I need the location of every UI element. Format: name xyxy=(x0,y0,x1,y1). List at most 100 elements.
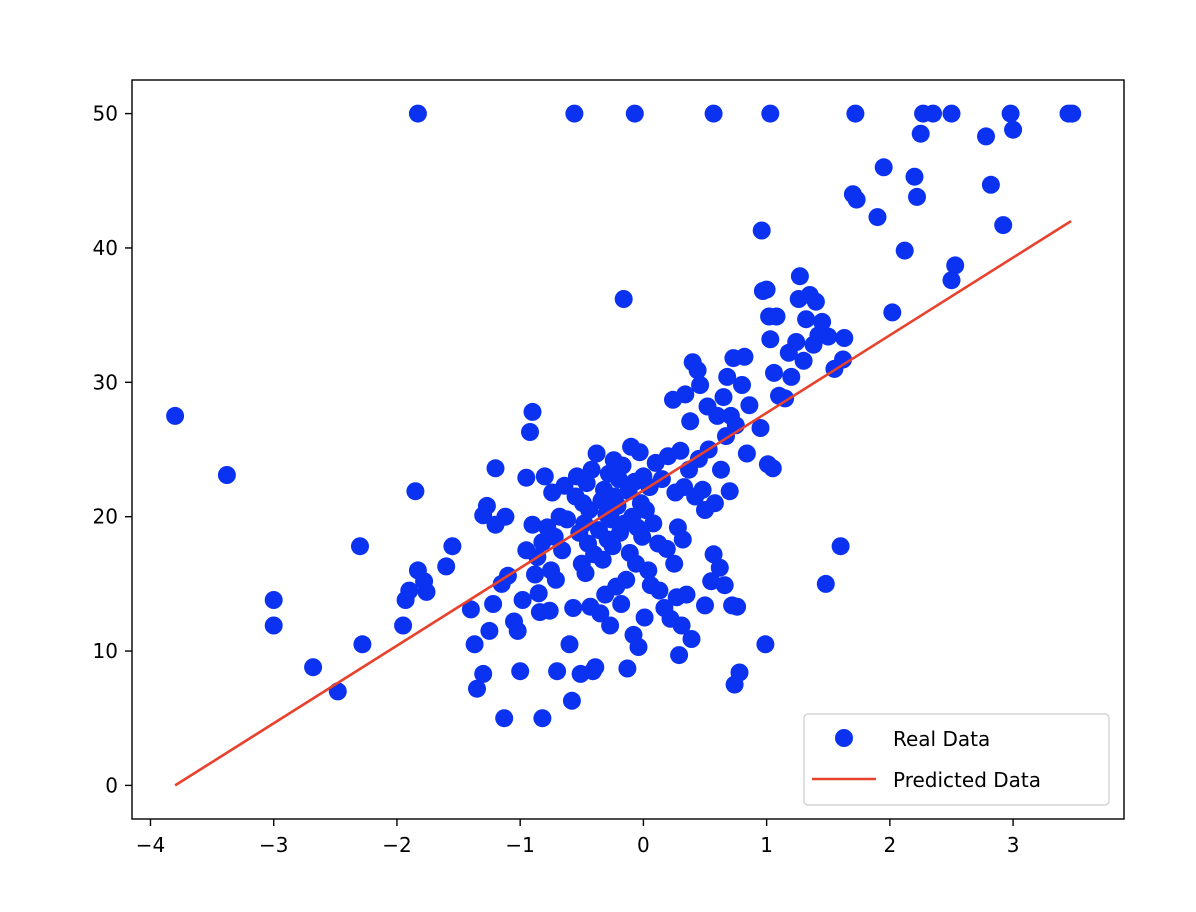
data-point xyxy=(625,104,644,123)
x-tick-label: −3 xyxy=(259,833,288,857)
data-point xyxy=(670,646,689,665)
data-point xyxy=(905,167,924,186)
data-point xyxy=(351,537,369,556)
data-point xyxy=(609,470,628,489)
data-point xyxy=(883,303,902,322)
data-point xyxy=(712,460,730,479)
data-point xyxy=(408,104,427,123)
data-point xyxy=(477,496,496,515)
data-point xyxy=(217,466,236,484)
x-tick-label: −4 xyxy=(136,833,165,857)
data-point xyxy=(761,104,780,123)
data-point xyxy=(461,600,480,619)
data-point xyxy=(728,597,747,616)
predicted-data-line-group xyxy=(174,220,1072,787)
data-point xyxy=(613,456,632,475)
data-point xyxy=(553,541,572,560)
data-point xyxy=(617,570,636,589)
data-point xyxy=(546,570,565,589)
data-point xyxy=(787,333,806,351)
data-point xyxy=(677,585,696,604)
data-point xyxy=(691,376,710,394)
data-point xyxy=(702,572,721,591)
data-point xyxy=(486,459,505,478)
legend-real-data-marker xyxy=(835,729,853,747)
data-point xyxy=(981,175,1000,194)
plot-area-frame xyxy=(131,79,1125,820)
data-point xyxy=(480,621,499,640)
data-point xyxy=(657,539,676,558)
x-tick-label: 1 xyxy=(760,833,773,857)
data-point xyxy=(693,480,712,499)
data-point xyxy=(618,659,637,678)
data-point xyxy=(635,608,654,627)
real-data-points xyxy=(166,104,1082,728)
data-point xyxy=(735,347,754,366)
data-point xyxy=(761,330,780,349)
data-point xyxy=(633,527,652,546)
data-point xyxy=(705,494,724,513)
data-point xyxy=(555,476,574,495)
data-point xyxy=(665,554,684,573)
data-point xyxy=(591,604,610,623)
data-point xyxy=(782,367,801,386)
data-point xyxy=(523,402,542,421)
data-point xyxy=(763,459,782,478)
data-point xyxy=(614,290,633,308)
data-point xyxy=(630,443,649,462)
y-tick-label: 20 xyxy=(93,505,118,529)
data-point xyxy=(756,635,775,654)
data-point xyxy=(715,576,734,595)
data-point xyxy=(671,441,690,460)
data-point xyxy=(714,388,733,407)
data-point xyxy=(672,616,691,635)
data-point xyxy=(806,292,825,311)
data-point xyxy=(816,574,835,593)
data-point xyxy=(513,591,532,609)
legend-predicted-data-label: Predicted Data xyxy=(893,768,1041,792)
data-point xyxy=(740,396,759,415)
data-point xyxy=(794,351,813,370)
data-point xyxy=(629,638,648,656)
data-point xyxy=(942,104,961,123)
data-point xyxy=(517,468,536,487)
data-point xyxy=(564,599,583,617)
data-point xyxy=(560,635,579,654)
data-point xyxy=(529,584,548,603)
y-tick-label: 10 xyxy=(93,639,118,663)
data-point xyxy=(586,658,605,677)
data-point xyxy=(328,682,347,701)
data-point xyxy=(813,312,832,331)
data-point xyxy=(582,460,601,479)
data-point xyxy=(304,658,323,677)
data-point xyxy=(704,545,723,564)
data-point xyxy=(994,216,1013,235)
y-axis-ticks: 0 10 20 30 40 50 xyxy=(93,102,132,797)
data-point xyxy=(673,530,692,549)
data-point xyxy=(417,582,436,601)
data-point xyxy=(264,591,283,609)
data-point xyxy=(580,501,599,519)
data-point xyxy=(846,104,865,123)
data-point xyxy=(868,208,887,227)
data-point xyxy=(394,616,413,635)
data-point xyxy=(593,550,612,569)
data-point xyxy=(496,507,515,526)
data-point xyxy=(562,691,581,710)
data-point xyxy=(521,423,539,441)
data-point xyxy=(576,564,595,583)
data-point xyxy=(790,267,809,286)
data-point xyxy=(718,367,737,386)
data-point xyxy=(847,190,866,209)
data-point xyxy=(720,482,739,501)
data-point xyxy=(526,565,544,584)
data-point xyxy=(752,221,771,240)
data-point xyxy=(166,406,185,425)
data-point xyxy=(639,561,658,580)
data-point xyxy=(737,444,756,463)
x-tick-label: −2 xyxy=(382,833,411,857)
data-point xyxy=(495,709,514,728)
data-point xyxy=(565,104,584,123)
data-point xyxy=(895,241,914,260)
data-point xyxy=(797,310,816,329)
